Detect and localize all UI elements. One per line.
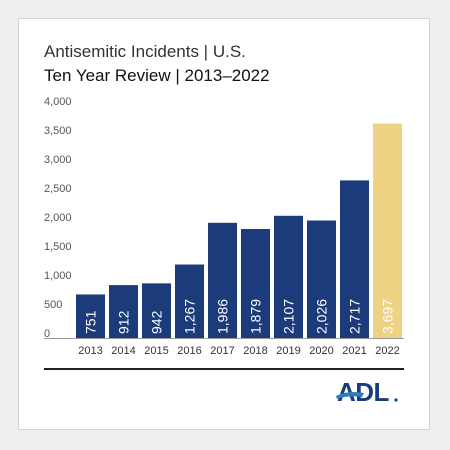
bar-2019 (273, 215, 304, 338)
y-tick-label: 2,000 (44, 212, 72, 224)
bar-2018 (240, 229, 271, 338)
y-tick-label: 3,500 (44, 125, 72, 137)
y-tick-label: 0 (44, 328, 50, 340)
bar-value-label-2018: 1,879 (248, 299, 264, 334)
adl-logo-text: ADL (337, 377, 390, 407)
adl-logo-registered-mark (394, 398, 398, 402)
bar-2013 (75, 294, 106, 338)
x-tick-label-2017: 2017 (210, 345, 234, 357)
x-tick-label-2016: 2016 (177, 345, 201, 357)
x-tick-label-2022: 2022 (375, 345, 399, 357)
bar-2016 (174, 264, 205, 338)
bar-2015 (141, 283, 172, 338)
chart-title: Antisemitic Incidents | U.S. (44, 42, 246, 61)
adl-logo: ADL (336, 377, 398, 407)
x-tick-label-2020: 2020 (309, 345, 333, 357)
bar-value-label-2022: 3,697 (380, 299, 396, 334)
bar-2014 (108, 285, 139, 338)
bar-value-label-2017: 1,986 (215, 299, 231, 334)
bar-value-label-2019: 2,107 (281, 299, 297, 334)
footer-divider (44, 368, 404, 370)
bar-value-label-2021: 2,717 (347, 299, 363, 334)
bar-2021 (339, 180, 370, 338)
x-tick-label-2021: 2021 (342, 345, 366, 357)
y-tick-label: 1,500 (44, 241, 72, 253)
chart-subtitle: Ten Year Review | 2013–2022 (44, 66, 270, 85)
bar-2020 (306, 220, 337, 338)
adl-logo-swoosh (336, 392, 364, 399)
bar-value-label-2013: 751 (83, 310, 99, 334)
bar-2022 (372, 123, 403, 338)
x-tick-label-2014: 2014 (111, 345, 135, 357)
x-tick-label-2018: 2018 (243, 345, 267, 357)
bar-value-label-2015: 942 (149, 310, 165, 334)
y-tick-label: 1,000 (44, 270, 72, 282)
y-tick-label: 500 (44, 299, 62, 311)
bar-2017 (207, 222, 238, 338)
y-tick-label: 2,500 (44, 183, 72, 195)
bar-value-label-2016: 1,267 (182, 299, 198, 334)
y-tick-label: 3,000 (44, 154, 72, 166)
bar-value-label-2014: 912 (116, 310, 132, 334)
x-tick-label-2015: 2015 (144, 345, 168, 357)
x-tick-label-2013: 2013 (78, 345, 102, 357)
bar-value-label-2020: 2,026 (314, 299, 330, 334)
x-tick-label-2019: 2019 (276, 345, 300, 357)
y-tick-label: 4,000 (44, 96, 72, 108)
